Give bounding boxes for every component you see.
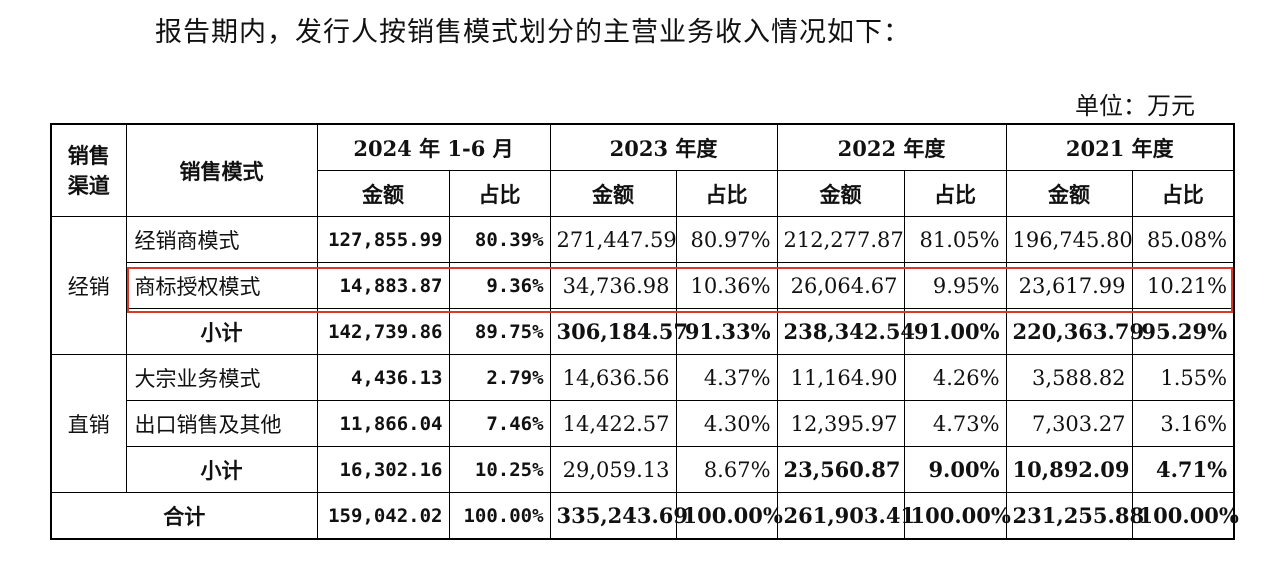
- value-cell: 220,363.79: [1005, 308, 1144, 355]
- value-cell: 10,892.09: [1005, 446, 1133, 493]
- revenue-table: 销售渠道 销售模式 2024 年 1-6 月 2023 年度 2022 年度 2…: [50, 123, 1239, 540]
- value-cell: 100.00%: [675, 492, 783, 540]
- value-cell: 9.00%: [903, 446, 1007, 493]
- value-cell: 271,447.59: [549, 216, 677, 263]
- value-cell: 16,302.16: [316, 446, 450, 493]
- label-cell: 小计: [125, 446, 318, 493]
- label-cell: 经销商模式: [125, 216, 318, 263]
- value-cell: 100.00%: [903, 492, 1011, 540]
- value-cell: 9.95%: [903, 262, 1007, 309]
- table-row: 合计 159,042.02 100.00% 335,243.69 100.00% 2…: [50, 492, 1239, 540]
- header-cell: 2022 年度: [776, 123, 1007, 171]
- value-cell: 95.29%: [1131, 308, 1235, 355]
- value-cell: 29,059.13: [549, 446, 677, 493]
- value-cell: 85.08%: [1131, 216, 1235, 263]
- value-cell: 8.67%: [675, 446, 778, 493]
- label-cell: 小计: [125, 308, 318, 355]
- header-cell: 金额: [776, 170, 905, 217]
- header-cell: 占比: [448, 170, 551, 217]
- value-cell: 261,903.41: [776, 492, 915, 540]
- value-cell: 4.71%: [1131, 446, 1235, 493]
- value-cell: 3,588.82: [1005, 354, 1133, 401]
- value-cell: 7,303.27: [1005, 400, 1133, 447]
- channel-cell: 直销: [50, 354, 127, 493]
- value-cell: 10.21%: [1131, 262, 1235, 309]
- value-cell: 142,739.86: [316, 308, 450, 355]
- value-cell: 91.00%: [903, 308, 1007, 355]
- value-cell: 4.73%: [903, 400, 1007, 447]
- value-cell: 212,277.87: [776, 216, 905, 263]
- header-cell: 占比: [903, 170, 1007, 217]
- table-row: 商标授权模式 14,883.87 9.36% 34,736.98 10.36% 26…: [51, 262, 1235, 309]
- table-row: 小计 142,739.86 89.75% 306,184.57 91.33% 238…: [51, 308, 1235, 355]
- value-cell: 91.33%: [675, 308, 778, 355]
- value-cell: 100.00%: [448, 492, 551, 540]
- value-cell: 81.05%: [903, 216, 1007, 263]
- value-cell: 11,164.90: [776, 354, 905, 401]
- header-cell: 占比: [1131, 170, 1235, 217]
- label-cell: 合计: [50, 492, 318, 540]
- value-cell: 4.37%: [675, 354, 778, 401]
- value-cell: 34,736.98: [549, 262, 677, 309]
- label-cell: 商标授权模式: [125, 262, 318, 309]
- header-cell: 占比: [675, 170, 778, 217]
- value-cell: 7.46%: [448, 400, 551, 447]
- header-cell: 2021 年度: [1005, 123, 1235, 171]
- value-cell: 1.55%: [1131, 354, 1235, 401]
- intro-text: 报告期内，发行人按销售模式划分的主营业务收入情况如下：: [155, 17, 911, 48]
- unit-note: 单位：万元: [1075, 92, 1195, 120]
- header-cell: 销售渠道: [50, 123, 127, 217]
- value-cell: 23,560.87: [776, 446, 905, 493]
- header-cell: 2023 年度: [549, 123, 778, 171]
- value-cell: 4,436.13: [316, 354, 450, 401]
- value-cell: 9.36%: [448, 262, 551, 309]
- value-cell: 4.30%: [675, 400, 778, 447]
- value-cell: 10.36%: [675, 262, 778, 309]
- table-row: 直销 大宗业务模式 4,436.13 2.79% 14,636.56 4.37% 1…: [50, 354, 1235, 493]
- value-cell: 26,064.67: [776, 262, 905, 309]
- label-cell: 出口销售及其他: [125, 400, 318, 447]
- value-cell: 127,855.99: [316, 216, 450, 263]
- header-cell: 金额: [316, 170, 450, 217]
- value-cell: 100.00%: [1131, 492, 1239, 540]
- value-cell: 238,342.54: [776, 308, 915, 355]
- header-cell: 2024 年 1-6 月: [316, 123, 551, 171]
- header-cell: 销售模式: [125, 123, 318, 217]
- header-cell: 金额: [1005, 170, 1133, 217]
- value-cell: 80.97%: [675, 216, 778, 263]
- value-cell: 2.79%: [448, 354, 551, 401]
- value-cell: 11,866.04: [316, 400, 450, 447]
- value-cell: 306,184.57: [549, 308, 688, 355]
- value-cell: 10.25%: [448, 446, 551, 493]
- value-cell: 89.75%: [448, 308, 551, 355]
- channel-cell: 经销: [50, 216, 127, 355]
- header-cell: 金额: [549, 170, 677, 217]
- table-row: 小计 16,302.16 10.25% 29,059.13 8.67% 23,560…: [51, 446, 1235, 493]
- label-cell: 大宗业务模式: [125, 354, 318, 401]
- value-cell: 14,422.57: [549, 400, 677, 447]
- value-cell: 14,636.56: [549, 354, 677, 401]
- table-row: 销售渠道 销售模式 2024 年 1-6 月 2023 年度 2022 年度 2…: [50, 123, 1235, 217]
- table-row: 经销 经销商模式 127,855.99 80.39% 271,447.59 80.9…: [50, 216, 1235, 355]
- value-cell: 80.39%: [448, 216, 551, 263]
- value-cell: 4.26%: [903, 354, 1007, 401]
- value-cell: 196,745.80: [1005, 216, 1133, 263]
- value-cell: 335,243.69: [549, 492, 688, 540]
- value-cell: 12,395.97: [776, 400, 905, 447]
- value-cell: 23,617.99: [1005, 262, 1133, 309]
- value-cell: 3.16%: [1131, 400, 1235, 447]
- table-row: 出口销售及其他 11,866.04 7.46% 14,422.57 4.30% 12…: [51, 400, 1235, 447]
- value-cell: 231,255.88: [1005, 492, 1144, 540]
- value-cell: 159,042.02: [316, 492, 450, 540]
- value-cell: 14,883.87: [316, 262, 450, 309]
